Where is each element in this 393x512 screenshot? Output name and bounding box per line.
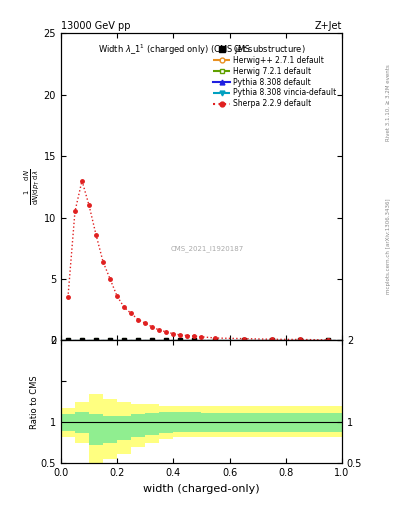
Text: mcplots.cern.ch [arXiv:1306.3436]: mcplots.cern.ch [arXiv:1306.3436] — [386, 198, 391, 293]
Text: Rivet 3.1.10, ≥ 3.2M events: Rivet 3.1.10, ≥ 3.2M events — [386, 64, 391, 141]
Text: Z+Jet: Z+Jet — [314, 20, 342, 31]
Y-axis label: Ratio to CMS: Ratio to CMS — [30, 375, 39, 429]
Y-axis label: $\frac{1}{\mathrm{d}N / \mathrm{d}p_T}\frac{\mathrm{d}N}{\mathrm{d}\lambda}$: $\frac{1}{\mathrm{d}N / \mathrm{d}p_T}\f… — [23, 169, 42, 205]
Text: 13000 GeV pp: 13000 GeV pp — [61, 20, 130, 31]
Legend: CMS, Herwig++ 2.7.1 default, Herwig 7.2.1 default, Pythia 8.308 default, Pythia : CMS, Herwig++ 2.7.1 default, Herwig 7.2.… — [212, 43, 338, 110]
X-axis label: width (charged-only): width (charged-only) — [143, 484, 260, 494]
Text: Width $\lambda\_1^1$ (charged only) (CMS jet substructure): Width $\lambda\_1^1$ (charged only) (CMS… — [97, 42, 305, 57]
Text: CMS_2021_I1920187: CMS_2021_I1920187 — [171, 245, 244, 252]
